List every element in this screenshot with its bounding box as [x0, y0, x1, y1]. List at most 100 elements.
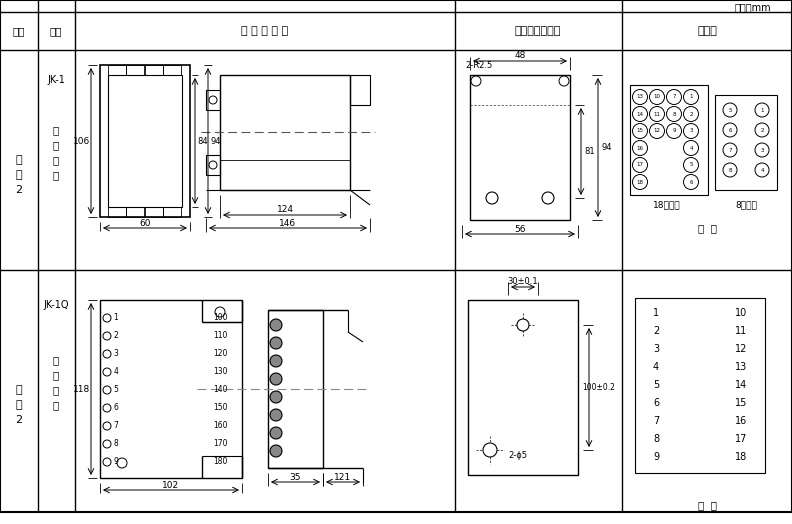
Text: 48: 48	[514, 51, 526, 60]
Bar	[100, 65, 190, 217]
Text: 8: 8	[113, 440, 118, 449]
Text: 121: 121	[334, 473, 352, 482]
Text: 8: 8	[672, 112, 676, 116]
Bar	[268, 310, 323, 468]
Text: 1: 1	[760, 107, 763, 113]
Text: 5: 5	[689, 162, 693, 168]
Text: 6: 6	[653, 398, 659, 408]
Text: 170: 170	[213, 440, 227, 449]
Text: 17: 17	[637, 162, 644, 168]
Text: 附: 附	[16, 155, 22, 165]
Text: 板: 板	[53, 355, 59, 365]
Bar	[630, 85, 708, 195]
Text: 94: 94	[211, 136, 221, 146]
Text: 安装开孔尺寸图: 安装开孔尺寸图	[515, 26, 562, 36]
Text: 5: 5	[729, 107, 732, 113]
Text: 18: 18	[735, 452, 747, 462]
Circle shape	[517, 319, 529, 331]
Bar	[715, 95, 777, 190]
Circle shape	[649, 90, 664, 104]
Circle shape	[103, 350, 111, 358]
Text: 单位：mm: 单位：mm	[735, 2, 771, 12]
Text: 2: 2	[760, 127, 763, 133]
Text: 118: 118	[74, 385, 90, 394]
Bar	[108, 65, 126, 75]
Bar	[470, 75, 570, 220]
Circle shape	[103, 314, 111, 322]
Text: 140: 140	[213, 386, 227, 395]
Text: 附: 附	[16, 385, 22, 395]
Circle shape	[667, 106, 681, 122]
Bar	[145, 65, 163, 75]
Text: 100±0.2: 100±0.2	[583, 383, 615, 392]
Text: 3: 3	[653, 344, 659, 354]
Circle shape	[471, 76, 481, 86]
Circle shape	[117, 458, 127, 468]
Text: 146: 146	[280, 219, 296, 227]
Text: 8: 8	[653, 434, 659, 444]
Text: 10: 10	[653, 94, 661, 100]
Text: 接: 接	[53, 385, 59, 395]
Circle shape	[270, 319, 282, 331]
Text: 前: 前	[53, 370, 59, 380]
Text: 线: 线	[53, 170, 59, 180]
Text: 9: 9	[672, 128, 676, 134]
Circle shape	[103, 422, 111, 430]
Text: 60: 60	[139, 219, 150, 227]
Circle shape	[755, 123, 769, 137]
Text: 17: 17	[735, 434, 747, 444]
Circle shape	[755, 143, 769, 157]
Text: 180: 180	[213, 457, 227, 466]
Text: 端子图: 端子图	[697, 26, 717, 36]
Text: 4: 4	[113, 367, 119, 377]
Text: 110: 110	[213, 332, 227, 341]
Text: 外 形 尺 寸 图: 外 形 尺 寸 图	[242, 26, 288, 36]
Text: 图号: 图号	[13, 26, 25, 36]
Text: 18: 18	[637, 180, 644, 184]
Circle shape	[483, 443, 497, 457]
Text: 8点端子: 8点端子	[735, 201, 757, 210]
Circle shape	[103, 332, 111, 340]
Circle shape	[683, 106, 699, 122]
Text: 2-ϕ5: 2-ϕ5	[508, 451, 527, 460]
Circle shape	[103, 404, 111, 412]
Text: 15: 15	[637, 128, 644, 134]
Text: 2: 2	[15, 415, 22, 425]
Circle shape	[683, 124, 699, 138]
Text: 6: 6	[689, 180, 693, 184]
Text: 图: 图	[16, 170, 22, 180]
Text: 7: 7	[653, 416, 659, 426]
Bar	[635, 298, 765, 473]
Text: 13: 13	[735, 362, 747, 372]
Circle shape	[270, 373, 282, 385]
Circle shape	[667, 90, 681, 104]
Text: 7: 7	[672, 94, 676, 100]
Circle shape	[723, 103, 737, 117]
Circle shape	[649, 124, 664, 138]
Text: 16: 16	[735, 416, 747, 426]
Text: 1: 1	[689, 94, 693, 100]
Text: 3: 3	[113, 350, 119, 358]
Circle shape	[270, 409, 282, 421]
Circle shape	[209, 161, 217, 169]
Circle shape	[486, 192, 498, 204]
Text: 124: 124	[276, 205, 294, 214]
Circle shape	[103, 440, 111, 448]
Text: 8: 8	[729, 168, 732, 172]
Text: 1: 1	[113, 313, 118, 322]
Bar	[126, 207, 144, 217]
Text: 接: 接	[53, 155, 59, 165]
Bar	[206, 155, 220, 175]
Circle shape	[270, 427, 282, 439]
Text: 10: 10	[735, 308, 747, 318]
Text: 13: 13	[637, 94, 644, 100]
Text: 102: 102	[162, 481, 180, 489]
Circle shape	[683, 158, 699, 172]
Circle shape	[103, 368, 111, 376]
Circle shape	[559, 76, 569, 86]
Text: JK-1: JK-1	[47, 75, 65, 85]
Text: 160: 160	[213, 421, 227, 431]
Text: 5: 5	[113, 386, 119, 395]
Circle shape	[723, 163, 737, 177]
Circle shape	[723, 143, 737, 157]
